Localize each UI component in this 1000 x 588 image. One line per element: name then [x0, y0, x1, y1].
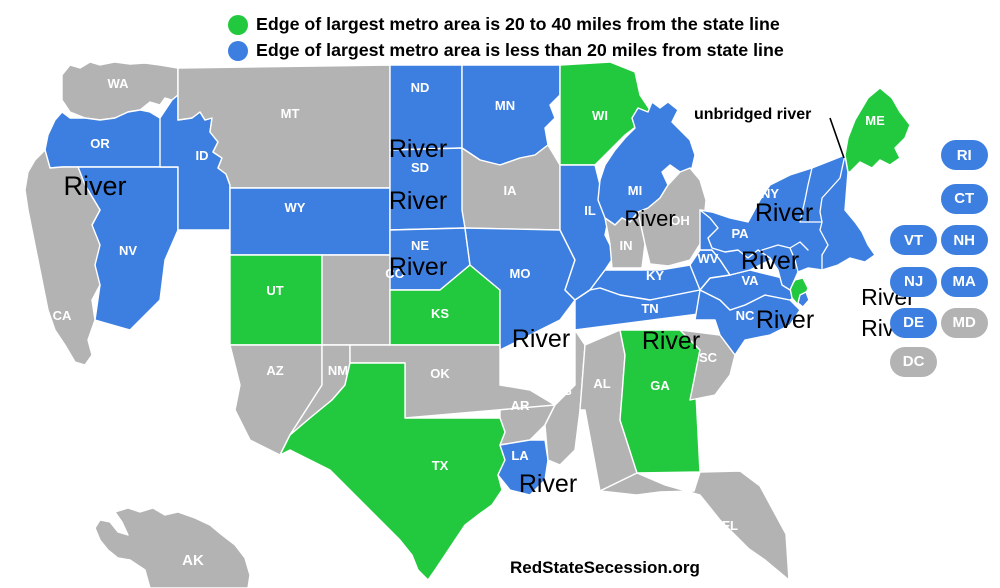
svg-text:CA: CA — [53, 308, 72, 323]
svg-text:River: River — [755, 199, 813, 227]
svg-text:OR: OR — [90, 136, 110, 151]
svg-text:ID: ID — [196, 148, 209, 163]
svg-text:ND: ND — [411, 80, 430, 95]
svg-text:FL: FL — [722, 518, 738, 533]
svg-text:AK: AK — [182, 552, 204, 569]
svg-text:MO: MO — [510, 266, 531, 281]
svg-text:OK: OK — [430, 366, 450, 381]
svg-text:NM: NM — [328, 363, 348, 378]
svg-text:River: River — [389, 187, 447, 215]
svg-text:NE: NE — [411, 238, 429, 253]
svg-text:AZ: AZ — [266, 363, 283, 378]
svg-text:SC: SC — [699, 350, 718, 365]
svg-text:River: River — [756, 306, 814, 334]
svg-text:TN: TN — [641, 301, 658, 316]
svg-text:River: River — [624, 206, 675, 231]
svg-text:River: River — [389, 135, 447, 163]
svg-text:TX: TX — [432, 458, 449, 473]
svg-text:River: River — [741, 247, 799, 275]
svg-text:WI: WI — [592, 108, 608, 123]
svg-text:IL: IL — [584, 203, 596, 218]
svg-text:IN: IN — [620, 238, 633, 253]
svg-text:River: River — [519, 470, 577, 498]
svg-text:River: River — [63, 171, 126, 201]
svg-text:LA: LA — [511, 448, 529, 463]
svg-text:UT: UT — [266, 283, 283, 298]
svg-text:WV: WV — [698, 251, 719, 266]
svg-text:River: River — [642, 327, 700, 355]
svg-text:VA: VA — [741, 273, 759, 288]
svg-text:PA: PA — [731, 226, 749, 241]
svg-text:MS: MS — [552, 383, 572, 398]
svg-text:KS: KS — [431, 306, 449, 321]
svg-text:KY: KY — [646, 268, 664, 283]
svg-text:AR: AR — [511, 398, 530, 413]
svg-text:GA: GA — [650, 378, 670, 393]
svg-text:WA: WA — [108, 76, 130, 91]
svg-text:River: River — [512, 325, 570, 353]
svg-text:MI: MI — [628, 183, 642, 198]
svg-text:AK: AK — [294, 545, 316, 562]
svg-text:NC: NC — [736, 308, 755, 323]
svg-text:NV: NV — [119, 243, 137, 258]
svg-text:MN: MN — [495, 98, 515, 113]
svg-text:ME: ME — [865, 113, 885, 128]
svg-text:MT: MT — [281, 106, 300, 121]
svg-text:IA: IA — [504, 183, 518, 198]
svg-text:WY: WY — [285, 200, 306, 215]
svg-text:AL: AL — [593, 376, 610, 391]
svg-text:River: River — [389, 253, 447, 281]
